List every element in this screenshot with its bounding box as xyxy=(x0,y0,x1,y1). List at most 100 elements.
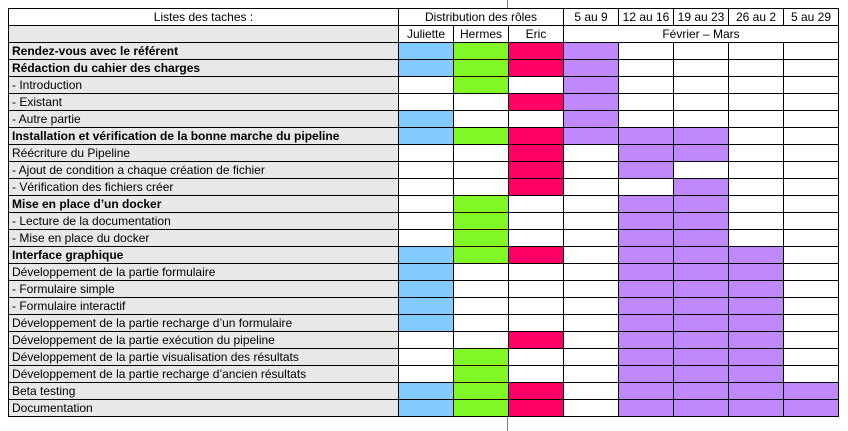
role-cell-eric xyxy=(508,59,564,77)
week-cell xyxy=(673,331,729,349)
week-cell xyxy=(673,246,729,264)
week-cell xyxy=(728,399,784,417)
week-cell xyxy=(673,110,729,128)
table-row: Développement de la partie exécution du … xyxy=(8,331,839,349)
task-label: Interface graphique xyxy=(8,246,399,264)
week-cell xyxy=(563,161,619,179)
role-cell-eric xyxy=(508,93,564,111)
role-cell-hermes xyxy=(453,263,509,281)
task-label: - Introduction xyxy=(8,76,399,94)
week-cell xyxy=(783,348,839,366)
week-cell xyxy=(563,42,619,60)
week-cell xyxy=(728,212,784,230)
role-cell-eric xyxy=(508,195,564,213)
week-cell xyxy=(783,144,839,162)
role-cell-eric xyxy=(508,263,564,281)
week-cell xyxy=(563,59,619,77)
table-row: Développement de la partie formulaire xyxy=(8,263,839,281)
week-cell xyxy=(728,42,784,60)
week-cell xyxy=(618,365,674,383)
week-cell xyxy=(783,229,839,247)
role-cell-juliette xyxy=(398,161,454,179)
week-cell xyxy=(728,161,784,179)
role-cell-eric xyxy=(508,42,564,60)
role-cell-juliette xyxy=(398,195,454,213)
role-cell-juliette xyxy=(398,348,454,366)
week-cell xyxy=(618,178,674,196)
table-row: - Ajout de condition a chaque création d… xyxy=(8,161,839,179)
role-cell-hermes xyxy=(453,59,509,77)
role-cell-juliette xyxy=(398,127,454,145)
week-cell xyxy=(618,246,674,264)
week-cell xyxy=(728,93,784,111)
week-cell xyxy=(673,127,729,145)
role-cell-eric xyxy=(508,246,564,264)
role-cell-juliette xyxy=(398,59,454,77)
role-cell-juliette xyxy=(398,93,454,111)
week-cell xyxy=(728,331,784,349)
task-label: Installation et vérification de la bonne… xyxy=(8,127,399,145)
week-cell xyxy=(563,178,619,196)
task-label: - Autre partie xyxy=(8,110,399,128)
table-row: Développement de la partie visualisation… xyxy=(8,348,839,366)
role-cell-juliette xyxy=(398,42,454,60)
role-cell-hermes xyxy=(453,178,509,196)
role-cell-eric xyxy=(508,365,564,383)
week-cell xyxy=(618,110,674,128)
task-schedule-table: Listes des taches : Distribution des rôl… xyxy=(8,8,839,417)
week-cell xyxy=(618,297,674,315)
week-cell xyxy=(783,297,839,315)
week-cell xyxy=(618,399,674,417)
week-cell xyxy=(563,314,619,332)
week-cell xyxy=(673,382,729,400)
week-cell xyxy=(673,365,729,383)
role-cell-juliette xyxy=(398,178,454,196)
week-cell xyxy=(783,365,839,383)
table-row: - Formulaire simple xyxy=(8,280,839,298)
week-cell xyxy=(783,178,839,196)
task-label: - Lecture de la documentation xyxy=(8,212,399,230)
week-cell xyxy=(673,42,729,60)
role-cell-juliette xyxy=(398,297,454,315)
week-cell xyxy=(563,365,619,383)
period-header: Février – Mars xyxy=(563,25,839,43)
week-cell xyxy=(728,110,784,128)
role-cell-hermes xyxy=(453,280,509,298)
week-cell xyxy=(618,42,674,60)
week-cell xyxy=(728,127,784,145)
week-cell xyxy=(673,314,729,332)
task-label: - Mise en place du docker xyxy=(8,229,399,247)
week-cell xyxy=(783,127,839,145)
week-cell xyxy=(563,144,619,162)
role-cell-juliette xyxy=(398,280,454,298)
role-cell-eric xyxy=(508,76,564,94)
tasks-header-spacer xyxy=(8,25,399,43)
tasks-column-header: Listes des taches : xyxy=(8,8,399,26)
role-cell-hermes xyxy=(453,161,509,179)
task-label: Développement de la partie exécution du … xyxy=(8,331,399,349)
week-header: 12 au 16 xyxy=(618,8,674,26)
role-cell-eric xyxy=(508,229,564,247)
week-cell xyxy=(563,399,619,417)
role-cell-eric xyxy=(508,382,564,400)
person-header: Eric xyxy=(508,25,564,43)
table-row: - Mise en place du docker xyxy=(8,229,839,247)
week-cell xyxy=(783,42,839,60)
table-row: - Lecture de la documentation xyxy=(8,212,839,230)
role-cell-juliette xyxy=(398,110,454,128)
table-row: - Introduction xyxy=(8,76,839,94)
role-cell-juliette xyxy=(398,263,454,281)
week-cell xyxy=(673,76,729,94)
role-cell-hermes xyxy=(453,365,509,383)
role-cell-hermes xyxy=(453,229,509,247)
table-row: Développement de la partie recharge d’un… xyxy=(8,314,839,332)
task-label: Beta testing xyxy=(8,382,399,400)
role-cell-hermes xyxy=(453,93,509,111)
table-row: Rendez-vous avec le référent xyxy=(8,42,839,60)
role-cell-hermes xyxy=(453,297,509,315)
week-cell xyxy=(618,144,674,162)
role-cell-juliette xyxy=(398,212,454,230)
table-row: Beta testing xyxy=(8,382,839,400)
week-cell xyxy=(783,399,839,417)
person-header: Juliette xyxy=(398,25,454,43)
